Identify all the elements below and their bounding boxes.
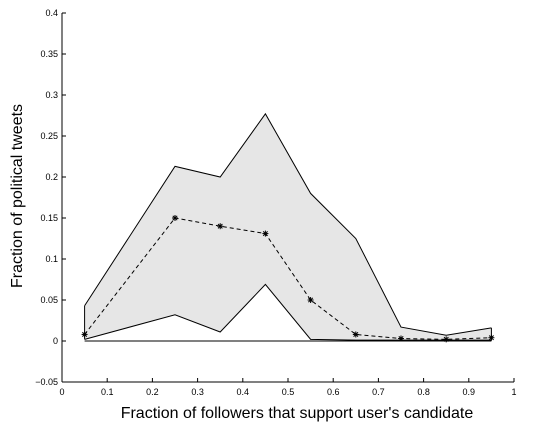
marker-stroke — [398, 335, 404, 342]
y-tick-label: 0.05 — [40, 295, 58, 305]
y-tick-label: 0.1 — [45, 254, 58, 264]
ticks-layer: 0 0.1 0.2 0.3 0.4 0.5 0.6 0.7 0.8 0.9 1−0.0500.050… — [35, 8, 516, 397]
y-tick-label: 0.25 — [40, 131, 58, 141]
marker-stroke — [443, 336, 449, 342]
x-tick-label: 0.5 — [282, 387, 295, 397]
lower-bound-line — [84, 283, 492, 341]
range-band-layer — [84, 113, 492, 341]
markers-layer — [81, 215, 495, 343]
y-axis-label: Fraction of political tweets — [9, 104, 26, 288]
marker-stroke — [82, 331, 88, 337]
data-point-marker — [488, 334, 495, 341]
x-tick-label: 0.8 — [417, 387, 430, 397]
x-tick-label: 1 — [511, 387, 516, 397]
marker-stroke — [308, 297, 314, 303]
x-tick-label: 0 — [59, 387, 64, 397]
x-tick-label: 0.7 — [372, 387, 385, 397]
marker-stroke — [262, 231, 268, 237]
data-point-marker — [217, 223, 224, 230]
y-tick-label: 0.35 — [40, 49, 58, 59]
y-tick-label: 0.15 — [40, 213, 58, 223]
data-point-marker — [398, 335, 404, 342]
x-tick-label: 0.1 — [101, 387, 114, 397]
y-tick-label: 0.3 — [45, 90, 58, 100]
marker-stroke — [488, 335, 494, 341]
marker-stroke — [353, 331, 359, 337]
upper-bound-line — [84, 112, 492, 336]
data-point-marker — [443, 336, 450, 343]
mean-dashed-line — [84, 217, 492, 340]
data-point-marker — [172, 215, 178, 221]
data-point-marker — [262, 230, 269, 237]
marker-stroke — [172, 215, 178, 221]
y-tick-label: 0 — [53, 336, 58, 346]
x-axis-label: Fraction of followers that support user'… — [121, 405, 474, 422]
x-tick-label: 0.4 — [237, 387, 250, 397]
x-tick-label: 0.3 — [191, 387, 204, 397]
data-point-marker — [352, 331, 359, 338]
data-point-marker — [81, 331, 88, 338]
range-band — [84, 113, 492, 341]
y-tick-label: −0.05 — [35, 377, 58, 387]
x-tick-label: 0.6 — [327, 387, 340, 397]
marker-stroke — [217, 223, 223, 229]
x-tick-label: 0.2 — [146, 387, 159, 397]
series-lines-layer — [84, 112, 492, 342]
y-tick-label: 0.2 — [45, 172, 58, 182]
data-point-marker — [307, 297, 314, 303]
y-tick-label: 0.4 — [45, 8, 58, 18]
x-tick-label: 0.9 — [463, 387, 476, 397]
